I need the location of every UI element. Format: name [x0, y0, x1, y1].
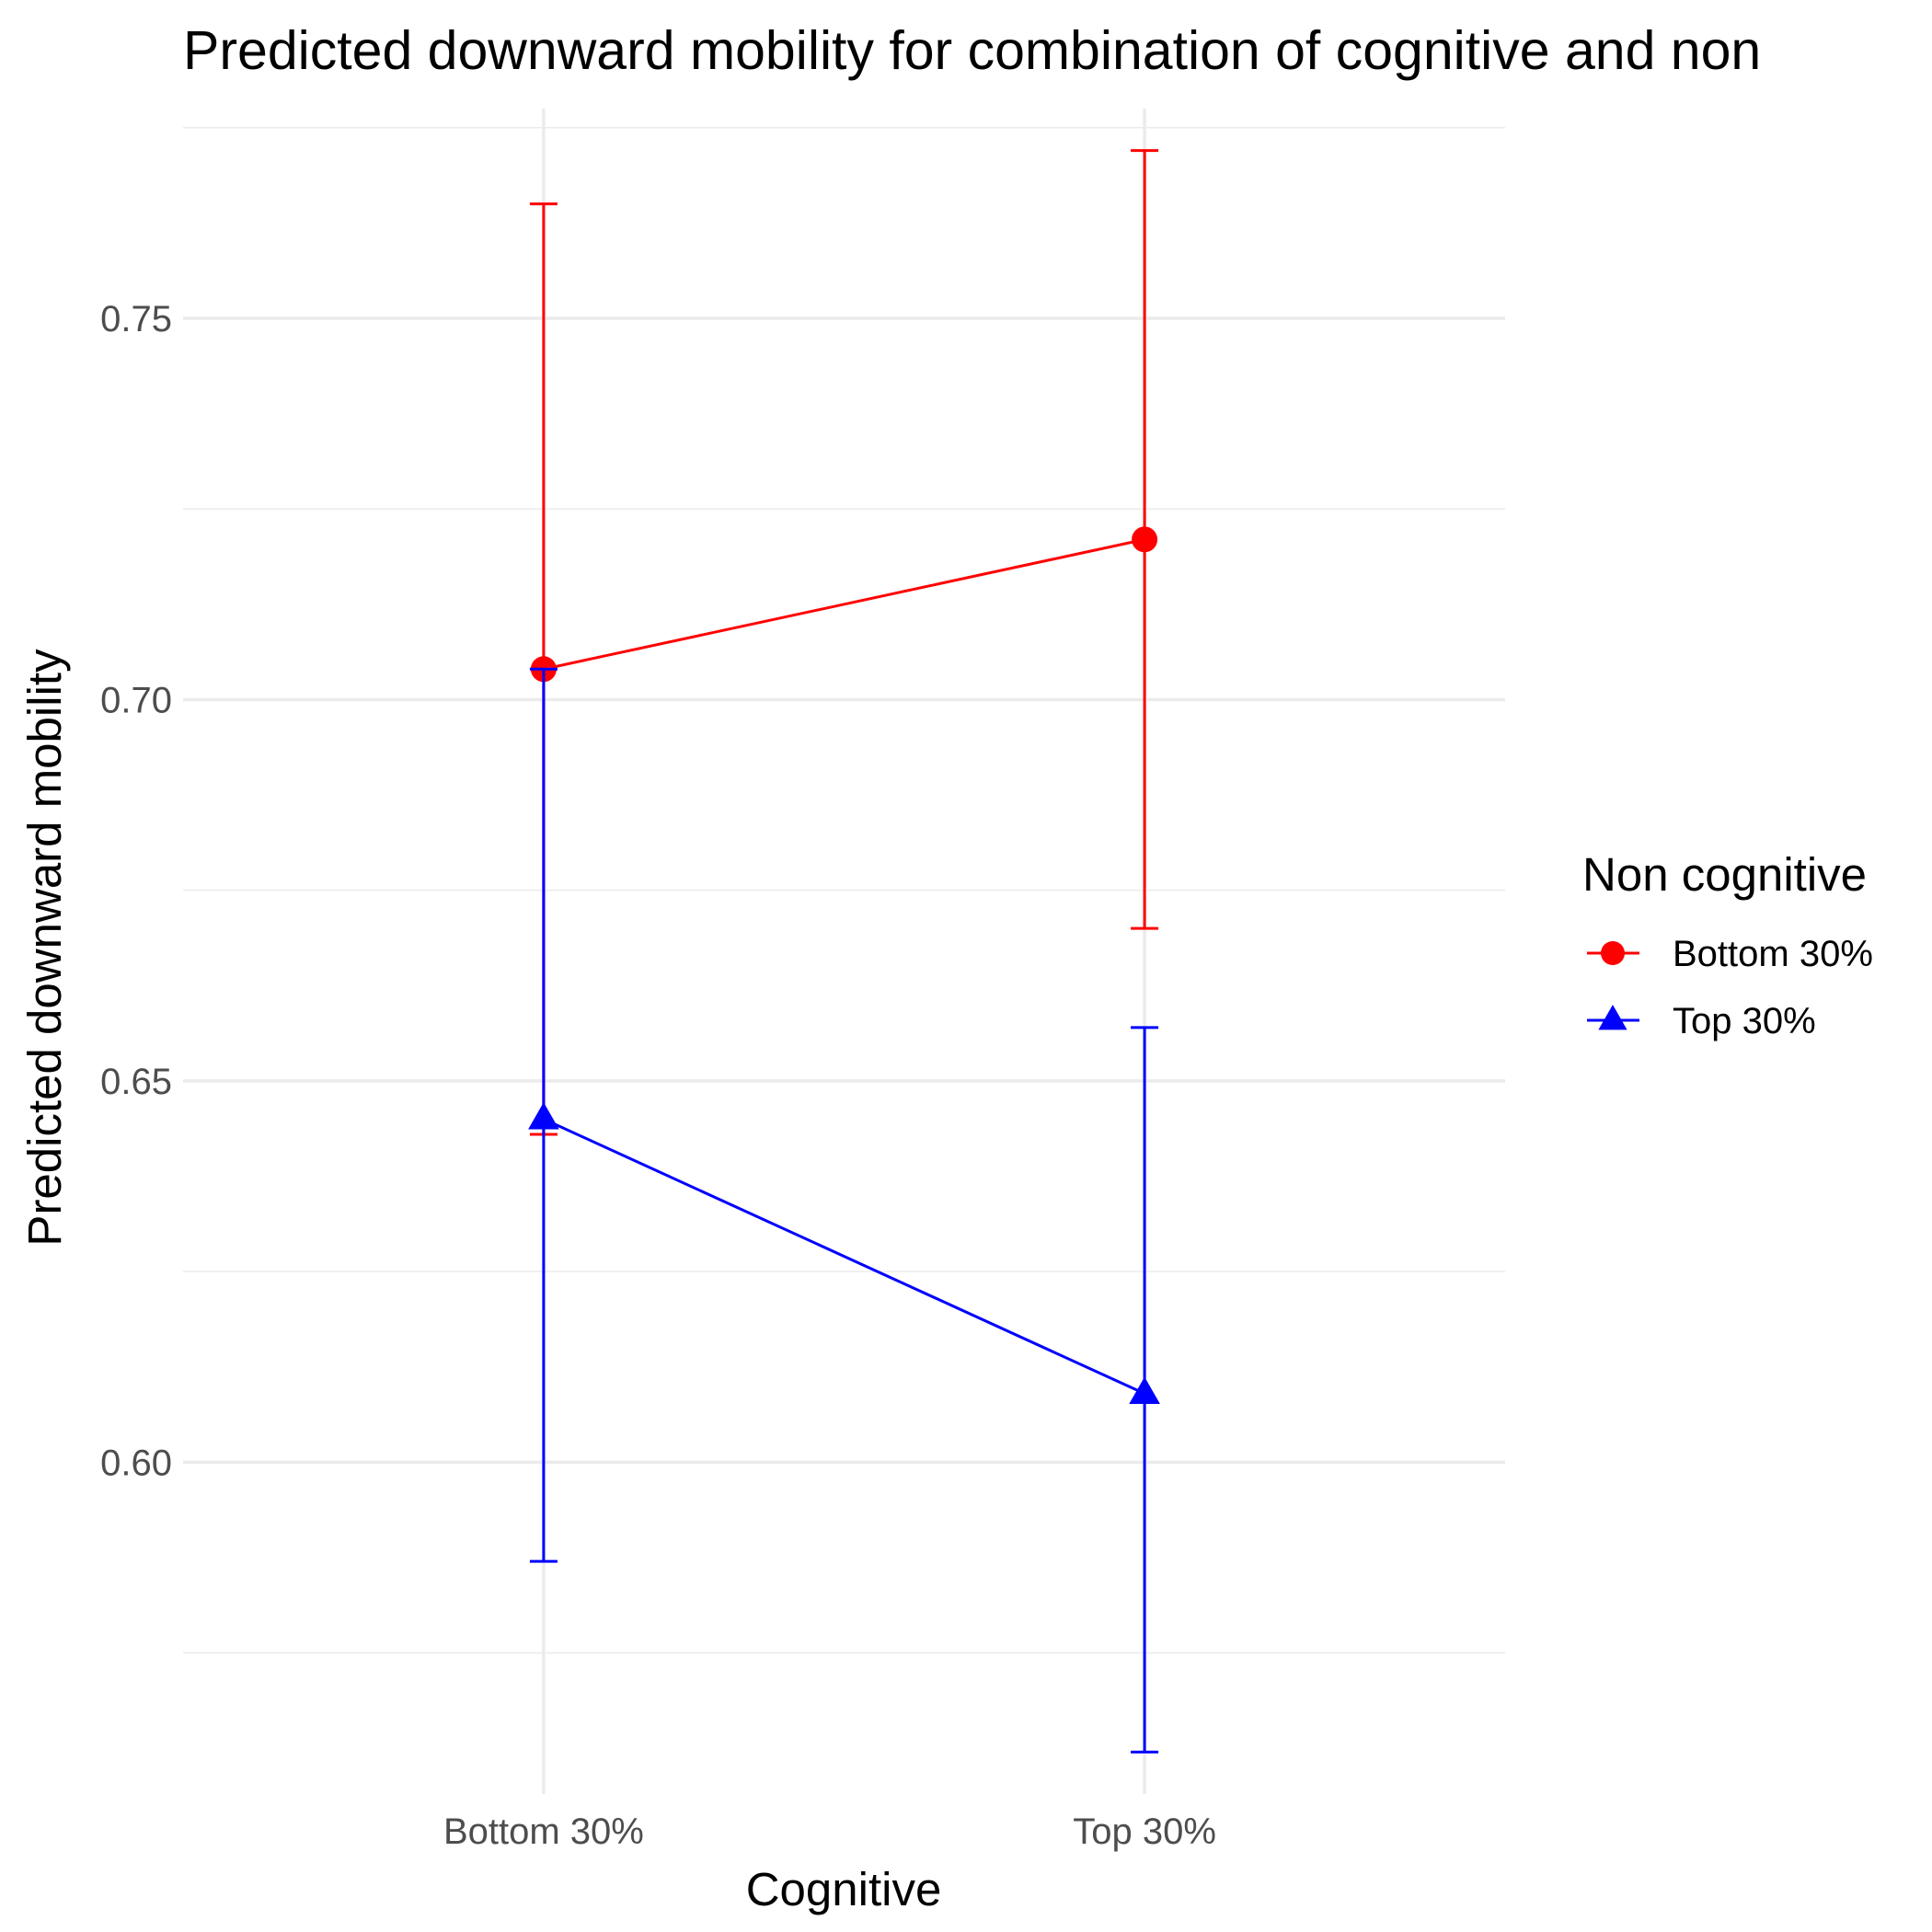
series-layer — [528, 149, 1160, 1754]
y-axis-ticks: 0.60 0.65 0.70 0.75 — [100, 299, 172, 1483]
x-tick-label: Top 30% — [1073, 1811, 1216, 1852]
legend-label: Bottom 30% — [1673, 934, 1873, 974]
y-tick-label: 0.65 — [100, 1062, 172, 1102]
legend-triangle-marker — [1598, 1005, 1627, 1030]
x-axis-title: Cognitive — [746, 1863, 942, 1915]
legend-item: Top 30% — [1587, 1001, 1816, 1041]
grid — [183, 109, 1505, 1794]
y-axis-title: Predicted downward mobility — [18, 649, 71, 1247]
data-point — [1132, 526, 1158, 553]
legend: Non cognitive Bottom 30% Top 30% — [1582, 848, 1873, 1041]
y-tick-label: 0.75 — [100, 299, 172, 339]
legend-items: Bottom 30% Top 30% — [1587, 934, 1873, 1041]
series-top-30 — [528, 667, 1160, 1754]
legend-label: Top 30% — [1673, 1001, 1816, 1041]
data-point — [1129, 1376, 1160, 1404]
legend-title: Non cognitive — [1582, 848, 1867, 901]
x-axis-ticks: Bottom 30% Top 30% — [443, 1811, 1216, 1852]
chart-title: Predicted downward mobility for combinat… — [183, 20, 1761, 81]
legend-item: Bottom 30% — [1587, 934, 1873, 974]
y-tick-label: 0.70 — [100, 680, 172, 720]
data-point — [528, 1102, 559, 1130]
series-bottom-30 — [529, 149, 1159, 1136]
y-tick-label: 0.60 — [100, 1443, 172, 1483]
x-tick-label: Bottom 30% — [443, 1811, 644, 1852]
series-line — [543, 537, 1145, 671]
series-line — [543, 1118, 1145, 1396]
legend-circle-marker — [1601, 941, 1625, 965]
